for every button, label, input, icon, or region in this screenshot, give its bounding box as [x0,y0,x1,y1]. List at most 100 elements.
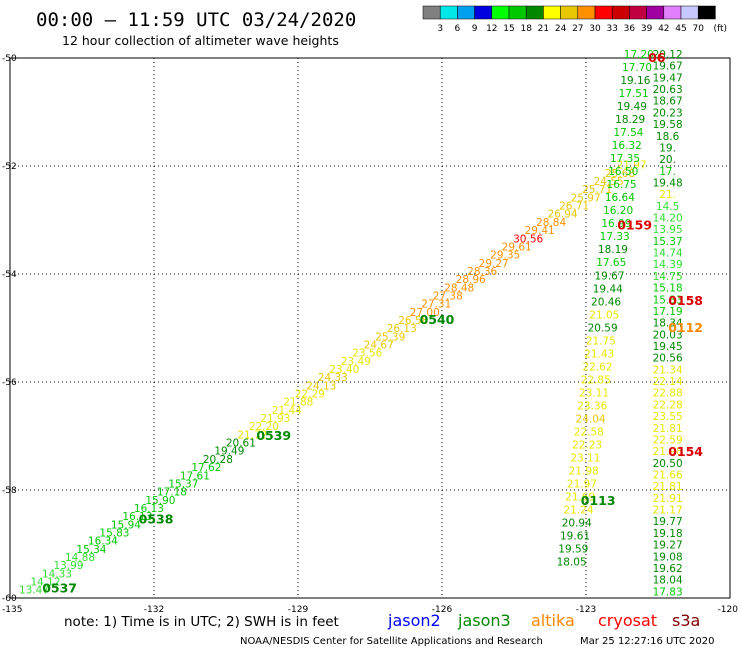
wave-height-label: 17.70 [622,62,652,74]
wave-height-label: 19.47 [653,72,683,84]
wave-height-label: 19.61 [560,531,590,543]
colorbar-swatch [611,5,630,20]
wave-height-label: 21.81 [653,481,683,493]
wave-height-label: 30.56 [513,233,543,245]
wave-height-label: 24.13 [306,380,336,392]
wave-height-label: 23.11 [579,387,609,399]
wave-height-label: 19.48 [653,177,683,189]
y-tick-label: -52 [2,162,17,172]
wave-height-label: 21.93 [260,413,290,425]
wave-height-label: 19.16 [620,75,650,87]
wave-height-label: 24.33 [318,372,348,384]
colorbar-label: 36 [624,24,636,34]
legend-jason3: jason3 [457,611,511,630]
wave-height-label: 15.18 [653,283,683,295]
x-tick-label: -129 [288,605,309,615]
wave-height-label: 26.94 [548,209,578,221]
wave-height-label: 21.24 [563,505,593,517]
wave-height-label: 28.84 [536,217,566,229]
wave-height-label: 27.00 [410,307,440,319]
y-tick-label: -58 [2,486,17,496]
wave-height-label: 19. [659,142,676,154]
x-tick-label: -132 [144,605,164,615]
wave-height-label: 17.51 [619,88,649,100]
x-tick-label: -126 [432,605,453,615]
wave-height-label: 25.68 [605,168,635,180]
wave-height-label: 20.50 [653,458,683,470]
pass-time-label: 0538 [139,512,174,527]
y-tick-label: -56 [2,378,17,388]
wave-height-label: 19.27 [653,540,683,552]
satellite-legend: jason2 jason3 altika cryosat s3a [387,611,700,630]
colorbar-swatch [594,5,613,20]
legend-cryosat: cryosat [598,611,657,630]
wave-height-label: 21.97 [567,479,597,491]
wave-height-label: 13.95 [653,224,683,236]
wave-height-label: 28.96 [456,274,486,286]
colorbar-label: 33 [606,24,617,34]
wave-height-label: 23.36 [577,400,607,412]
footer-note: note: 1) Time is in UTC; 2) SWH is in fe… [64,614,339,630]
colorbar-label: 42 [658,24,669,34]
wave-height-label: 25.97 [571,192,601,204]
wave-height-label: 21.17 [653,505,683,517]
wave-height-label: 21. [659,189,676,201]
colorbar-label: 45 [675,24,686,34]
wave-height-label: 25.71 [582,184,612,196]
wave-height-label: 14.75 [653,271,683,283]
wave-height-label: 16.64 [605,192,635,204]
colorbar-label: 15 [503,24,514,34]
wave-height-label: 17.19 [653,306,683,318]
wave-height-label: 22.29 [295,389,325,401]
wave-height-label: 14.33 [42,568,72,580]
wave-height-label: 21.44 [272,405,302,417]
plot-frame [9,57,731,599]
wave-height-label: 21.91 [653,493,683,505]
pass-time-label: 0539 [256,428,291,443]
colorbar-label: 9 [472,24,478,34]
colorbar-swatch [525,5,544,20]
wave-height-label: 17.54 [613,127,643,139]
wave-height-label: 16.13 [122,511,152,523]
colorbar-swatch [577,5,596,20]
wave-height-label: 27.31 [421,299,451,311]
colorbar-swatch [629,5,647,20]
wave-height-label: 20.12 [653,49,683,61]
wave-height-label: 17.62 [191,462,221,474]
colorbar-label: 70 [692,24,704,34]
wave-height-label: 15.37 [653,236,683,248]
y-tick-label: -50 [2,54,17,64]
wave-height-label: 23.56 [352,348,382,360]
wave-height-label: 21.98 [569,465,599,477]
colorbar-label: 18 [520,24,532,34]
wave-height-label: 20.56 [653,353,683,365]
pass-time-label: 06 [648,50,666,65]
wave-height-label: 20.94 [562,518,592,530]
colorbar-label: 39 [641,24,653,34]
wave-height-label: 19.67 [594,270,624,282]
wave-height-label: 17.35 [610,153,640,165]
chart-title: 00:00 – 11:59 UTC 03/24/2020 [36,9,356,31]
wave-height-label: 14.39 [653,259,683,271]
colorbar-swatch [457,5,475,20]
wave-height-label: 22.14 [653,376,683,388]
colorbar-unit: (ft) [713,24,727,34]
pass-time-label: 0154 [668,444,703,459]
wave-height-label: 19.45 [653,341,683,353]
wave-height-label: 19.18 [653,528,683,540]
wave-height-label: 14.20 [653,213,683,225]
wave-height-label: 23.11 [570,452,600,464]
colorbar-swatch [560,5,579,20]
colorbar-label: 24 [555,24,567,34]
x-tick-label: -120 [718,605,739,615]
wave-height-label: 27.38 [433,290,463,302]
colorbar-swatch [663,5,682,20]
colorbar-label: 21 [538,24,549,34]
wave-height-label: 21.81 [653,423,683,435]
wave-height-label: 14.5 [656,201,679,213]
wave-height-label: 18.19 [598,244,628,256]
wave-height-label: 19.44 [593,283,623,295]
wave-height-label: 20.46 [591,296,621,308]
colorbar-label: 12 [486,24,497,34]
